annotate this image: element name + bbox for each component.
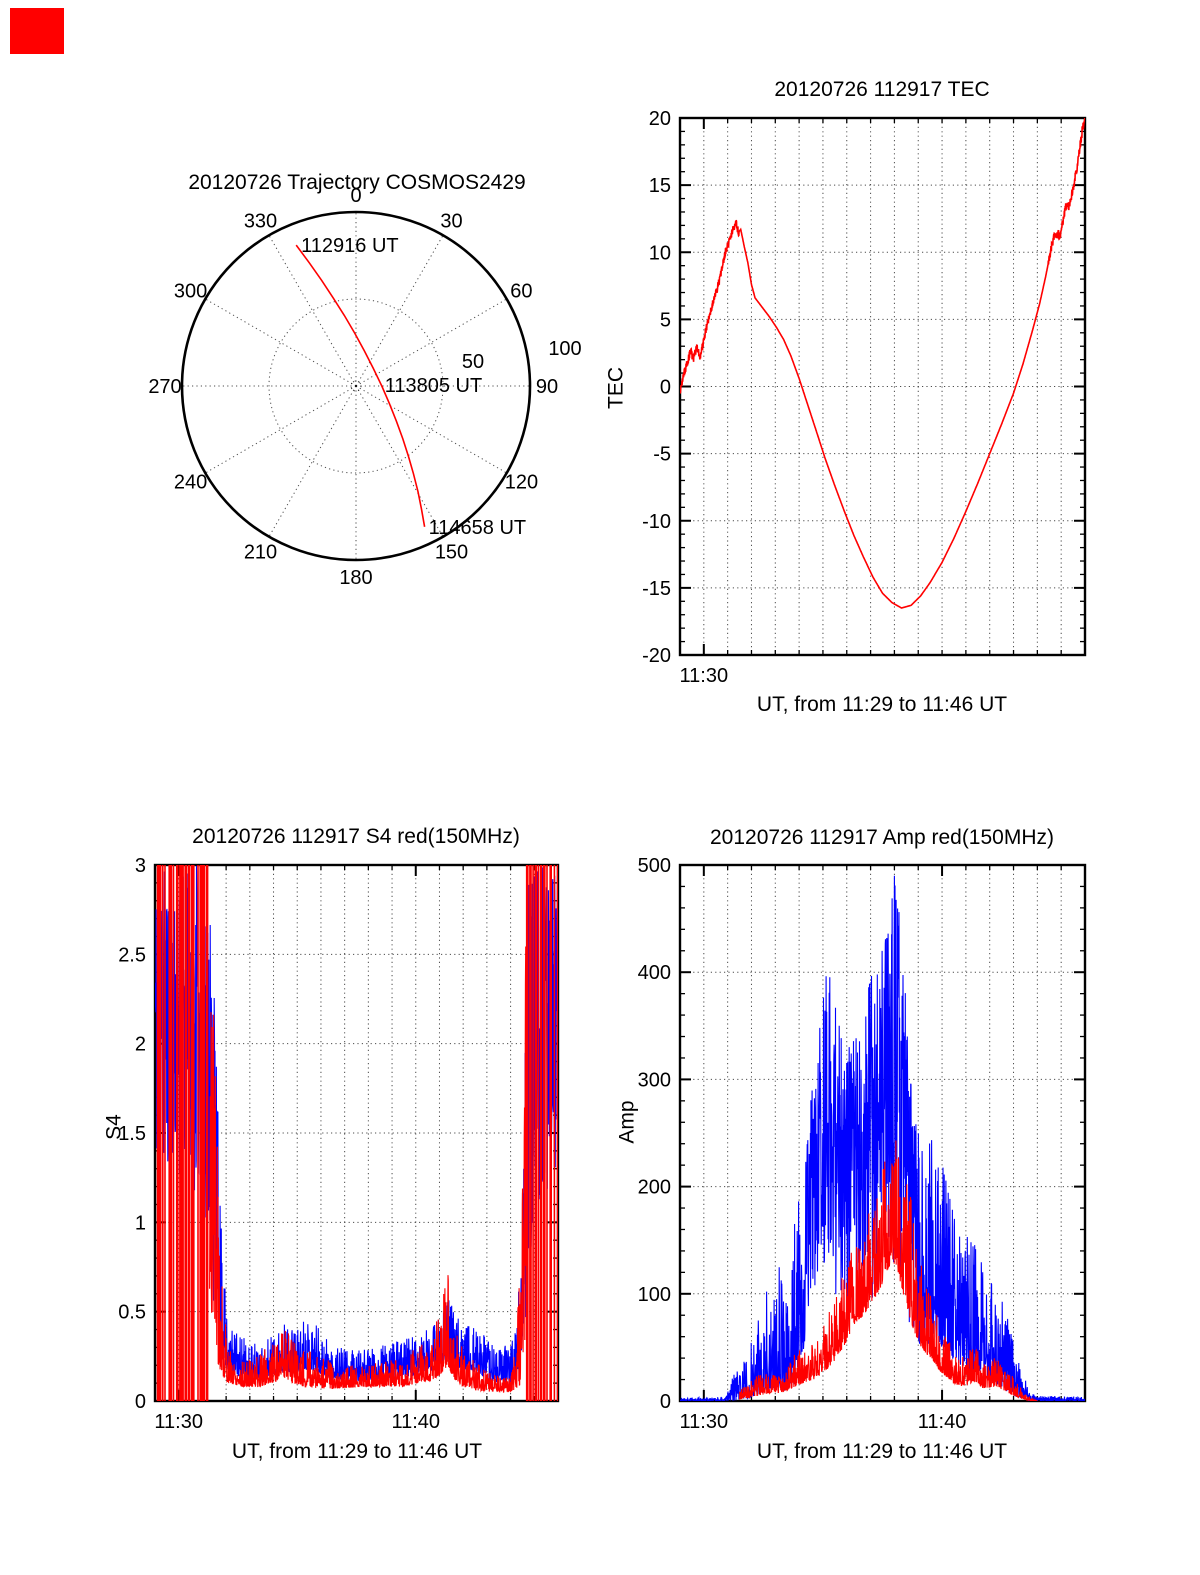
amp-plot: 0 100 200 300 400 500 11:30 11:40 [638, 855, 1087, 1433]
svg-text:270: 270 [148, 376, 181, 398]
svg-text:11:40: 11:40 [391, 1411, 440, 1433]
svg-text:0: 0 [135, 1391, 146, 1413]
svg-text:240: 240 [174, 472, 207, 494]
svg-text:2: 2 [135, 1034, 146, 1056]
svg-text:15: 15 [649, 175, 671, 197]
svg-text:500: 500 [638, 855, 671, 877]
s4-xlabel: UT, from 11:29 to 11:46 UT [231, 1440, 483, 1463]
svg-text:3: 3 [135, 855, 146, 877]
svg-text:112916 UT: 112916 UT [301, 235, 398, 257]
svg-text:90: 90 [536, 376, 558, 398]
s4-plot: 0 0.5 1 1.5 2 2.5 3 11:30 11:40 [118, 855, 560, 1433]
svg-text:200: 200 [638, 1177, 671, 1199]
amp-title: 20120726 112917 Amp red(150MHz) [709, 826, 1055, 849]
tec-xlabel: UT, from 11:29 to 11:46 UT [756, 693, 1008, 716]
svg-text:11:30: 11:30 [680, 665, 729, 687]
svg-text:50: 50 [462, 351, 484, 373]
svg-text:10: 10 [649, 242, 671, 264]
s4-title: 20120726 112917 S4 red(150MHz) [192, 825, 520, 848]
svg-text:114658 UT: 114658 UT [429, 517, 526, 539]
svg-text:0.5: 0.5 [118, 1302, 146, 1324]
svg-text:330: 330 [244, 211, 277, 233]
svg-text:1.5: 1.5 [118, 1123, 146, 1145]
svg-text:-15: -15 [642, 578, 671, 600]
svg-text:5: 5 [660, 309, 671, 331]
svg-text:30: 30 [440, 211, 462, 233]
svg-text:210: 210 [244, 541, 277, 563]
svg-text:100: 100 [638, 1284, 671, 1306]
svg-text:-5: -5 [653, 444, 671, 466]
svg-text:100: 100 [548, 338, 581, 360]
svg-text:0: 0 [660, 1391, 671, 1413]
svg-text:1: 1 [135, 1212, 146, 1234]
trajectory-title: 20120726 Trajectory COSMOS2429 [188, 171, 526, 194]
svg-text:180: 180 [339, 567, 372, 589]
svg-text:0: 0 [350, 185, 361, 207]
svg-text:0: 0 [660, 377, 671, 399]
svg-text:11:40: 11:40 [918, 1411, 967, 1433]
svg-text:-20: -20 [642, 645, 671, 667]
amp-xlabel: UT, from 11:29 to 11:46 UT [756, 1440, 1008, 1463]
svg-text:113805 UT: 113805 UT [385, 375, 482, 397]
svg-text:400: 400 [638, 962, 671, 984]
svg-text:11:30: 11:30 [154, 1411, 203, 1433]
tec-plot: -20 -15 -10 -5 0 5 10 15 20 11:30 [642, 108, 1087, 687]
trajectory-plot: 0 30 60 90 120 150 180 210 240 270 300 330 50 100 1129… [148, 185, 581, 589]
status-marker [10, 8, 64, 54]
svg-text:150: 150 [435, 541, 468, 563]
tec-title: 20120726 112917 TEC [774, 78, 990, 101]
svg-text:300: 300 [174, 281, 207, 303]
svg-text:60: 60 [510, 281, 532, 303]
svg-text:300: 300 [638, 1069, 671, 1091]
svg-text:120: 120 [505, 472, 538, 494]
svg-text:20: 20 [649, 108, 671, 130]
svg-text:11:30: 11:30 [680, 1411, 729, 1433]
svg-text:-10: -10 [642, 511, 671, 533]
svg-text:2.5: 2.5 [118, 944, 146, 966]
